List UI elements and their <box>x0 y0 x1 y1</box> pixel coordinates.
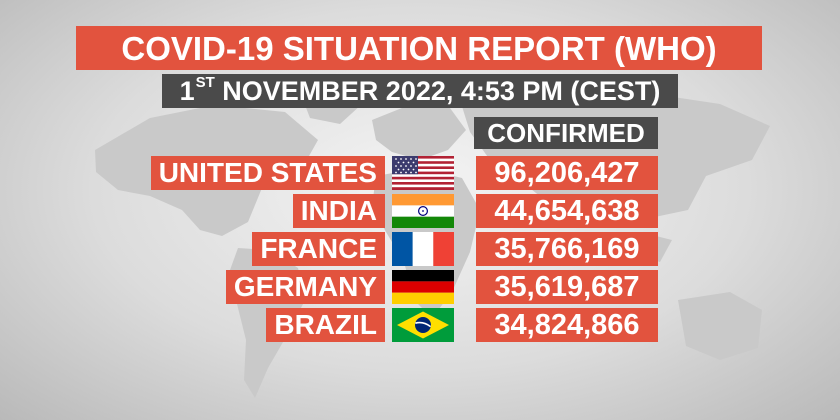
country-row-germany: GERMANY 35,619,687 <box>0 270 840 304</box>
country-name: INDIA <box>292 194 385 228</box>
country-name: UNITED STATES <box>150 156 385 190</box>
brazil-flag-icon <box>392 308 454 342</box>
report-title: COVID-19 SITUATION REPORT (WHO) <box>76 26 762 70</box>
country-row-brazil: BRAZIL 34,824,866 <box>0 308 840 342</box>
france-flag-icon <box>392 232 454 266</box>
date-day-suffix: ST <box>195 73 215 91</box>
confirmed-column-header: CONFIRMED <box>474 117 658 149</box>
confirmed-count: 35,766,169 <box>476 232 658 266</box>
confirmed-count: 96,206,427 <box>476 156 658 190</box>
report-date: 1 ST NOVEMBER 2022, 4:53 PM (CEST) <box>162 74 678 108</box>
us-flag-icon <box>392 156 454 190</box>
date-rest: NOVEMBER 2022, 4:53 PM (CEST) <box>214 75 661 106</box>
country-name: BRAZIL <box>266 308 385 342</box>
country-name: FRANCE <box>252 232 385 266</box>
country-row-india: INDIA 44,654,638 <box>0 194 840 228</box>
country-name: GERMANY <box>225 270 385 304</box>
date-day: 1 <box>179 75 195 106</box>
confirmed-count: 44,654,638 <box>476 194 658 228</box>
india-flag-icon <box>392 194 454 228</box>
country-row-united-states: UNITED STATES 96,206,427 <box>0 156 840 190</box>
confirmed-count: 35,619,687 <box>476 270 658 304</box>
confirmed-count: 34,824,866 <box>476 308 658 342</box>
country-row-france: FRANCE 35,766,169 <box>0 232 840 266</box>
germany-flag-icon <box>392 270 454 304</box>
